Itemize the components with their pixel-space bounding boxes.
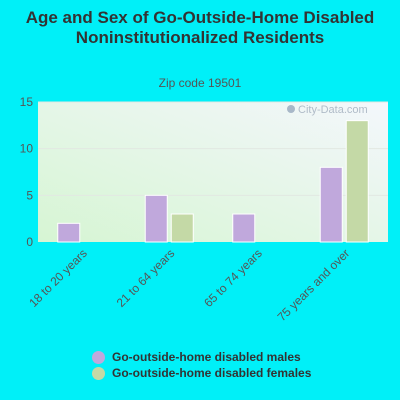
watermark: City-Data.com	[287, 104, 368, 116]
legend-item-males: Go-outside-home disabled males	[92, 349, 311, 365]
chart-title: Age and Sex of Go-Outside-Home Disabled …	[25, 8, 375, 47]
y-tick-label: 5	[26, 188, 33, 202]
legend-swatch-males	[92, 350, 105, 364]
x-tick-label: 65 to 74 years	[201, 246, 265, 310]
legend-label-males: Go-outside-home disabled males	[112, 350, 301, 364]
bar	[57, 222, 81, 243]
bar	[144, 194, 168, 243]
legend: Go-outside-home disabled males Go-outsid…	[92, 349, 311, 381]
y-tick-label: 0	[26, 235, 33, 249]
x-tick-label: 21 to 64 years	[114, 246, 178, 310]
legend-swatch-females	[92, 366, 105, 380]
x-tick-label: 18 to 20 years	[26, 246, 90, 310]
watermark-text: City-Data.com	[298, 104, 368, 116]
legend-label-females: Go-outside-home disabled females	[112, 366, 312, 380]
bar	[232, 213, 256, 243]
bar	[345, 120, 369, 243]
y-tick-label: 10	[20, 142, 34, 156]
y-tick-label: 15	[20, 95, 34, 109]
x-tick-label: 75 years and over	[275, 246, 353, 324]
legend-item-females: Go-outside-home disabled females	[92, 365, 311, 381]
chart-subtitle: Zip code 19501	[158, 76, 242, 90]
bar	[170, 213, 194, 243]
bar	[319, 166, 343, 243]
